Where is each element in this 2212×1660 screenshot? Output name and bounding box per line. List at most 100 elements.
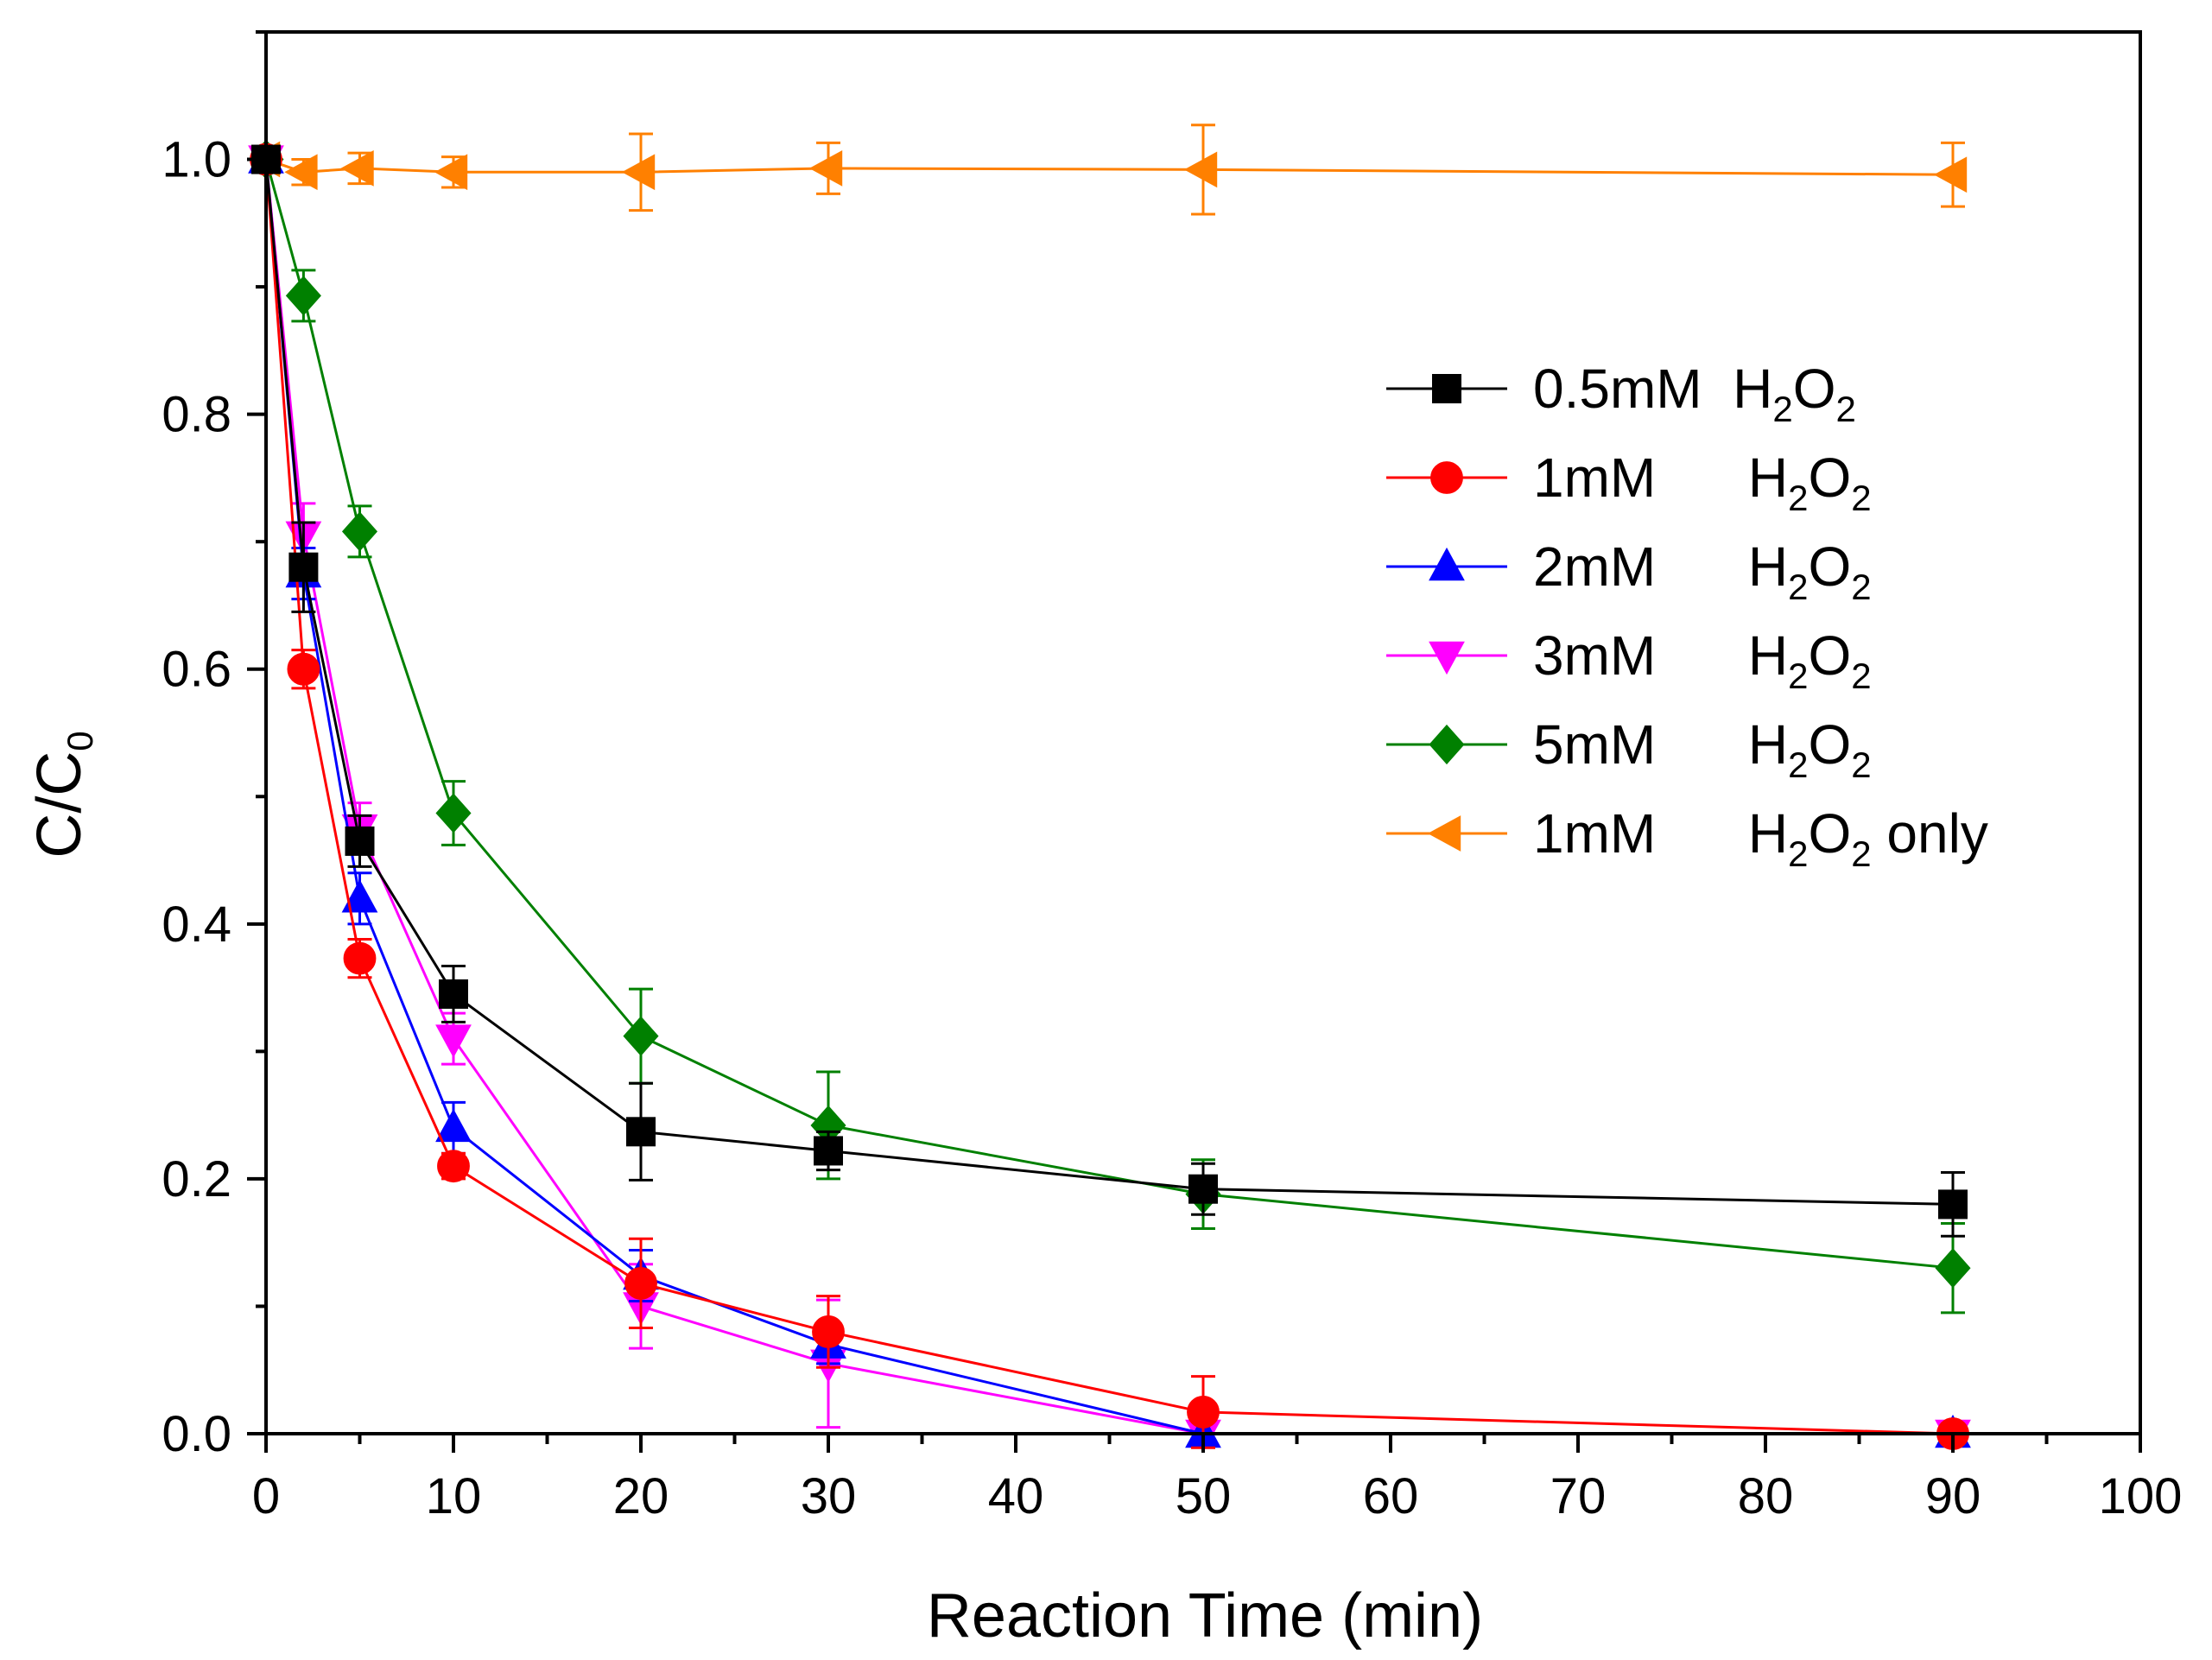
x-tick-label: 30 bbox=[801, 1468, 857, 1524]
data-point bbox=[1187, 1395, 1220, 1429]
legend-label-sub: 2 bbox=[1788, 833, 1808, 874]
legend-label: 5mM H2O2 bbox=[1533, 713, 1872, 785]
legend-label-text: O bbox=[1808, 624, 1851, 687]
legend-item-h2o2-1mm-only: 1mM H2O2 only bbox=[1386, 802, 1988, 874]
legend-label-text: 0.5mM H bbox=[1533, 358, 1772, 420]
y-tick-label: 1.0 bbox=[162, 132, 231, 188]
legend-label: 3mM H2O2 bbox=[1533, 624, 1872, 696]
data-point bbox=[1938, 1189, 1968, 1220]
y-tick-label: 0.2 bbox=[162, 1151, 231, 1207]
x-tick-label: 60 bbox=[1363, 1468, 1419, 1524]
y-axis-title-subscript: 0 bbox=[60, 731, 100, 751]
legend-marker bbox=[1427, 815, 1461, 852]
y-axis-title-main: C/C bbox=[25, 751, 94, 859]
data-point bbox=[434, 154, 468, 191]
data-point bbox=[808, 149, 843, 187]
legend-item-h2o2-1mm: 1mM H2O2 bbox=[1386, 447, 1872, 518]
legend-label-text: 5mM H bbox=[1533, 713, 1788, 776]
x-axis-title: Reaction Time (min) bbox=[927, 1581, 1483, 1650]
data-point bbox=[437, 1150, 470, 1183]
legend-marker bbox=[1429, 547, 1465, 581]
data-point bbox=[1188, 1174, 1218, 1204]
x-tick-label: 80 bbox=[1738, 1468, 1794, 1524]
data-point bbox=[340, 149, 374, 187]
legend-label-text: only bbox=[1872, 802, 1988, 865]
y-axis-title: C/C0 bbox=[25, 731, 100, 858]
legend-label-sub: 2 bbox=[1772, 389, 1792, 429]
data-point bbox=[435, 1024, 472, 1058]
legend-marker bbox=[1429, 724, 1465, 765]
legend-item-h2o2-2mm: 2mM H2O2 bbox=[1386, 535, 1872, 607]
data-point bbox=[285, 276, 321, 316]
legend-marker bbox=[1430, 461, 1463, 494]
legend-label-text: 3mM H bbox=[1533, 624, 1788, 687]
legend-label-text: O bbox=[1808, 713, 1851, 776]
y-tick-label: 0.8 bbox=[162, 387, 231, 443]
data-point bbox=[439, 979, 468, 1009]
data-point bbox=[284, 154, 318, 191]
data-point bbox=[345, 826, 375, 856]
x-tick-label: 10 bbox=[426, 1468, 482, 1524]
legend-label-text: O bbox=[1808, 802, 1851, 865]
legend-label-sub: 2 bbox=[1851, 478, 1871, 518]
legend-label-text: O bbox=[1793, 358, 1836, 420]
data-point bbox=[623, 1016, 659, 1056]
data-point bbox=[1933, 156, 1968, 193]
legend-label-text: 2mM H bbox=[1533, 535, 1788, 598]
data-point bbox=[435, 1108, 472, 1143]
data-point bbox=[626, 1117, 656, 1147]
x-tick-label: 90 bbox=[1925, 1468, 1981, 1524]
y-tick-label: 0.0 bbox=[162, 1406, 231, 1462]
legend-label-text: O bbox=[1808, 447, 1851, 509]
data-point bbox=[1935, 1248, 1971, 1289]
series-line-h2o2-1mm bbox=[264, 159, 1954, 1435]
axes-layer: 0 10 20 30 40 50 60 70 80 90 100 0.0 0.2 0.4 0.6 0.8 1.0 bbox=[162, 30, 2183, 1524]
x-tick-label: 50 bbox=[1176, 1468, 1232, 1524]
data-point bbox=[812, 1315, 845, 1348]
legend-label-text: 1mM H bbox=[1533, 447, 1788, 509]
y-tick-label: 0.4 bbox=[162, 897, 231, 953]
x-tick-label: 40 bbox=[988, 1468, 1044, 1524]
y-tick-label: 0.6 bbox=[162, 642, 231, 698]
data-point bbox=[343, 941, 377, 975]
data-point bbox=[287, 652, 320, 686]
legend-label-text: O bbox=[1808, 535, 1851, 598]
series-h2o2-1mm-only bbox=[246, 124, 1968, 216]
series-h2o2-1mm bbox=[250, 143, 1969, 1450]
plot-layer bbox=[246, 124, 1971, 1454]
legend-label-sub: 2 bbox=[1788, 478, 1808, 518]
data-point bbox=[288, 552, 319, 582]
data-point bbox=[341, 511, 378, 552]
legend-item-h2o2-5mm: 5mM H2O2 bbox=[1386, 713, 1872, 785]
legend-label-sub: 2 bbox=[1851, 567, 1871, 607]
legend-label-sub: 2 bbox=[1836, 389, 1856, 429]
legend-item-h2o2-0p5mm: 0.5mM H2O2 bbox=[1386, 358, 1856, 429]
legend-label: 1mM H2O2 bbox=[1533, 447, 1872, 518]
data-point bbox=[624, 1266, 657, 1300]
legend-label-sub: 2 bbox=[1788, 567, 1808, 607]
legend-label: 1mM H2O2 only bbox=[1533, 802, 1988, 874]
x-tick-label: 20 bbox=[613, 1468, 669, 1524]
data-point bbox=[621, 154, 656, 191]
legend-label-text: 1mM H bbox=[1533, 802, 1788, 865]
data-point bbox=[814, 1136, 843, 1166]
legend-label-sub: 2 bbox=[1788, 656, 1808, 696]
x-tick-label: 0 bbox=[252, 1468, 280, 1524]
series-line-h2o2-2mm bbox=[264, 159, 1953, 1435]
x-tick-label: 100 bbox=[2099, 1468, 2183, 1524]
x-tick-label: 70 bbox=[1550, 1468, 1607, 1524]
legend-label: 2mM H2O2 bbox=[1533, 535, 1872, 607]
legend-label-sub: 2 bbox=[1851, 833, 1871, 874]
legend-label: 0.5mM H2O2 bbox=[1533, 358, 1856, 429]
legend-label-sub: 2 bbox=[1851, 744, 1871, 785]
data-point bbox=[1183, 151, 1218, 188]
legend-label-sub: 2 bbox=[1788, 744, 1808, 785]
legend-marker bbox=[1429, 641, 1465, 675]
legend-label-sub: 2 bbox=[1851, 656, 1871, 696]
data-point bbox=[435, 793, 472, 833]
legend-marker bbox=[1432, 374, 1461, 403]
legend-item-h2o2-3mm: 3mM H2O2 bbox=[1386, 624, 1872, 696]
